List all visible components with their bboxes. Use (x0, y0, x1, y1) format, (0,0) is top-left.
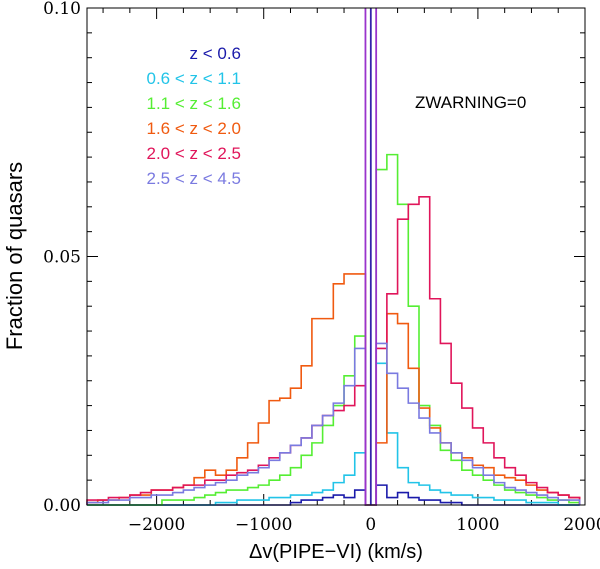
legend-entry: 2.5 < z < 4.5 (146, 169, 241, 188)
y-tick-label: 0.05 (43, 248, 81, 268)
histogram-series-line (87, 153, 581, 506)
y-tick-label: 0.10 (43, 0, 81, 19)
x-tick-label: 2000 (563, 515, 600, 535)
legend-entry: 2.0 < z < 2.5 (146, 144, 241, 163)
legend: z < 0.6 0.6 < z < 1.1 1.1 < z < 1.6 1.6 < z… (146, 44, 241, 188)
y-axis-label: Fraction of quasars (2, 162, 27, 350)
x-tick-label: −2000 (128, 515, 186, 535)
legend-entry: 1.6 < z < 2.0 (146, 119, 241, 138)
legend-entry: 0.6 < z < 1.1 (146, 69, 241, 88)
plot-frame (86, 7, 586, 506)
x-tick-label: −1000 (235, 515, 293, 535)
legend-entry: 1.1 < z < 1.6 (146, 94, 241, 113)
x-axis-label: Δv(PIPE−VI) (km/s) (249, 541, 423, 563)
x-tick-label: 1000 (456, 515, 499, 535)
histogram-series-line (87, 362, 580, 506)
y-tick-label: 0.00 (43, 496, 81, 516)
x-tick-label: 0 (365, 515, 376, 535)
histogram-series-line (86, 196, 581, 506)
histogram-series-line (86, 342, 581, 506)
legend-entry: z < 0.6 (189, 44, 241, 63)
annotation-zwarning: ZWARNING=0 (415, 93, 526, 112)
histogram-series-line (86, 273, 581, 506)
x-tick-labels: −2000 −1000 0 1000 2000 (128, 515, 600, 535)
reference-lines (364, 8, 378, 505)
y-tick-labels: 0.00 0.05 0.10 (43, 0, 81, 516)
histogram-series (86, 153, 581, 506)
